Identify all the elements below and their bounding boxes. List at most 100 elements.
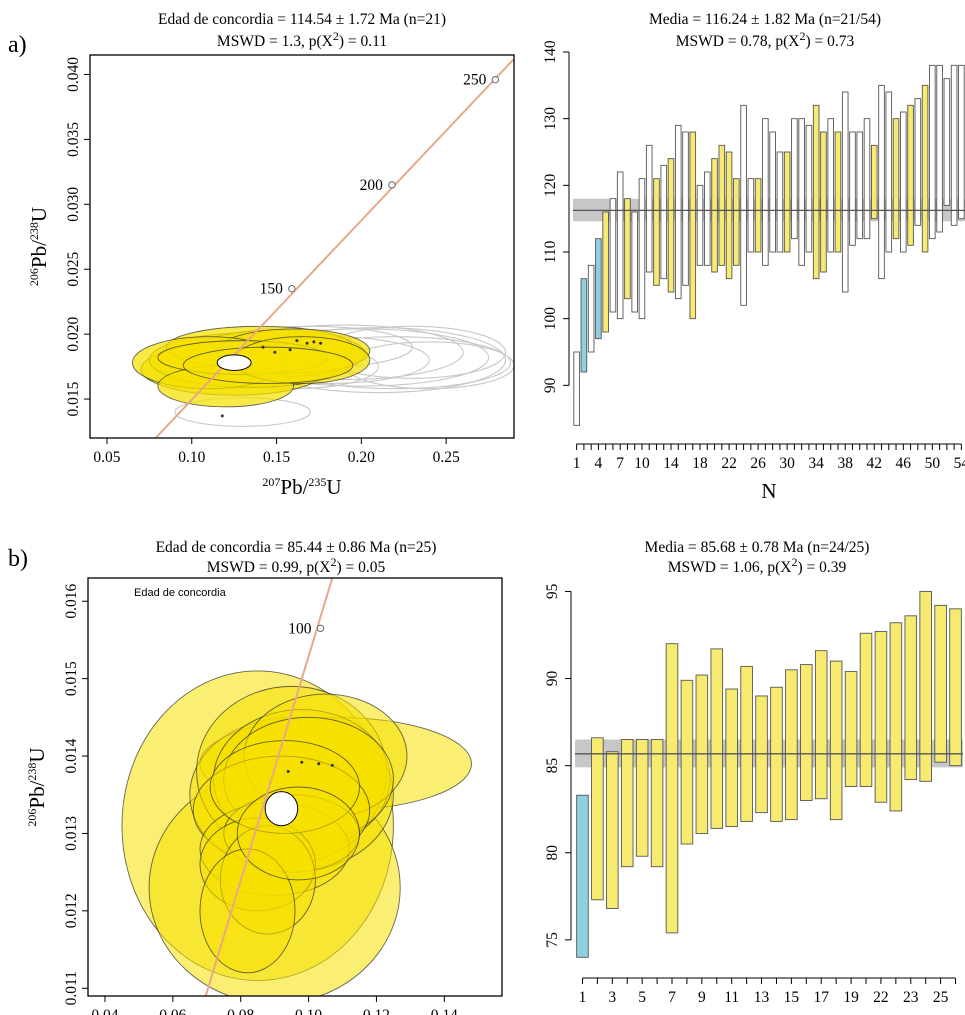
age-error-bar — [680, 679, 694, 845]
x-tick-label: 0.25 — [433, 449, 460, 466]
x-tick-label: 42 — [867, 455, 883, 472]
y-tick-label: 80 — [544, 845, 561, 861]
age-error-bar — [725, 688, 738, 828]
age-error-bar — [620, 739, 634, 868]
x-tick-label: 17 — [813, 989, 829, 1006]
concordia-b-stats-sup: 2 — [330, 555, 336, 569]
concordia-a-stats-end: ) = 0.11 — [339, 33, 387, 50]
x-tick-label: 10 — [634, 455, 650, 472]
data-point — [317, 762, 321, 766]
age-error-bar — [631, 211, 638, 313]
y-tick-label: 140 — [542, 40, 559, 64]
data-point — [288, 348, 292, 352]
y-tick-label: 0.035 — [65, 122, 82, 157]
age-error-bar — [889, 622, 903, 812]
age-error-bar — [856, 131, 864, 240]
y-tick-label: 0.025 — [65, 252, 82, 287]
age-error-bar — [665, 643, 679, 934]
age-error-bar — [859, 632, 873, 788]
age-error-bar — [844, 671, 858, 788]
age-error-bar — [958, 64, 965, 220]
y-tick-label: 90 — [542, 377, 559, 393]
age-mark — [316, 624, 325, 633]
y-axis-label-mass2: 238 — [27, 222, 41, 240]
age-error-bar — [606, 751, 619, 909]
mean-a-stats-end: ) = 0.73 — [805, 33, 854, 50]
x-tick-label: 7 — [616, 455, 624, 472]
y-axis-label: 206Pb/238U — [25, 747, 49, 826]
y-tick-label: 95 — [544, 583, 561, 599]
y-tick-label: 0.013 — [63, 816, 80, 851]
age-mark — [288, 284, 296, 293]
y-tick-label: 90 — [544, 671, 561, 687]
concordia-b-stats: MSWD = 0.99, p(X2) = 0.05 — [207, 555, 386, 576]
age-error-bar — [624, 198, 631, 300]
y-axis-label: 206Pb/238U — [27, 207, 51, 286]
age-error-bar — [943, 78, 951, 206]
mean-b-stats-sup: 2 — [791, 555, 797, 569]
concordia-b-title: Edad de concordia = 85.44 ± 0.86 Ma (n=2… — [156, 539, 437, 556]
data-point — [220, 414, 224, 418]
x-tick-label: 0.04 — [91, 1007, 118, 1015]
x-tick-label: 18 — [692, 455, 708, 472]
age-error-bar — [710, 648, 724, 829]
age-error-bar — [689, 131, 697, 320]
x-axis-label-elem1: Pb/ — [280, 475, 308, 499]
age-error-bar — [921, 84, 929, 253]
age-error-bar — [827, 118, 834, 253]
age-error-bar — [798, 118, 805, 266]
x-tick-label: 1 — [579, 989, 587, 1006]
y-tick-label: 0.016 — [63, 584, 80, 619]
y-axis-label-elem1: Pb/ — [27, 240, 51, 268]
x-tick-label: 19 — [843, 989, 859, 1006]
age-error-bar — [667, 158, 675, 293]
age-error-bar — [733, 178, 740, 266]
age-error-bar — [841, 91, 849, 293]
age-error-bar — [576, 794, 589, 958]
panel-label-b: b) — [8, 546, 28, 572]
x-tick-label: 46 — [896, 455, 912, 472]
age-error-bar — [740, 104, 747, 306]
mean-a-title: Media = 116.24 ± 1.82 Ma (n=21/54) — [649, 11, 881, 28]
x-axis-label: N — [761, 1013, 776, 1015]
x-tick-label: 22 — [873, 989, 889, 1006]
data-point — [273, 350, 277, 354]
mean-b-stats-end: ) = 0.39 — [797, 559, 846, 576]
age-error-bar — [740, 665, 753, 822]
x-tick-label: 0.08 — [227, 1007, 254, 1015]
age-error-bar — [907, 104, 914, 246]
age-error-bar — [762, 118, 769, 266]
x-tick-label: 0.20 — [348, 449, 375, 466]
age-error-bar — [904, 615, 918, 781]
mean-a-stats: MSWD = 0.78, p(X2) = 0.73 — [676, 29, 855, 50]
y-tick-label: 0.020 — [65, 316, 82, 351]
y-tick-label: 100 — [542, 307, 559, 331]
age-error-bar — [616, 171, 624, 320]
x-tick-label: 0.12 — [363, 1007, 390, 1015]
age-error-bar — [870, 144, 878, 220]
data-point — [305, 341, 309, 345]
x-axis-label: 207Pb/235U — [262, 475, 341, 499]
data-point — [330, 763, 334, 767]
x-axis-label-mass1: 207 — [262, 475, 280, 489]
age-error-bar — [725, 151, 733, 280]
age-error-bar — [580, 278, 588, 373]
age-error-bar — [878, 84, 885, 280]
x-tick-label: 3 — [608, 989, 616, 1006]
age-mark — [491, 75, 500, 84]
age-mark-label: 100 — [288, 620, 312, 637]
age-error-bar — [783, 151, 791, 253]
age-error-bar — [949, 608, 962, 767]
plot-frame — [89, 54, 515, 439]
y-tick-label: 85 — [544, 758, 561, 774]
x-axis-label-mass2: 235 — [308, 475, 326, 489]
mean-a-stats-main: MSWD = 0.78, p(X — [676, 33, 800, 50]
age-error-bar — [805, 124, 813, 253]
age-error-bar — [754, 178, 762, 253]
age-error-bar — [776, 151, 784, 253]
y-axis-label-elem2: U — [25, 747, 49, 762]
age-error-bar — [674, 124, 682, 300]
x-tick-label: 14 — [663, 455, 679, 472]
x-tick-label: 5 — [638, 989, 646, 1006]
x-tick-label: 4 — [595, 455, 603, 472]
